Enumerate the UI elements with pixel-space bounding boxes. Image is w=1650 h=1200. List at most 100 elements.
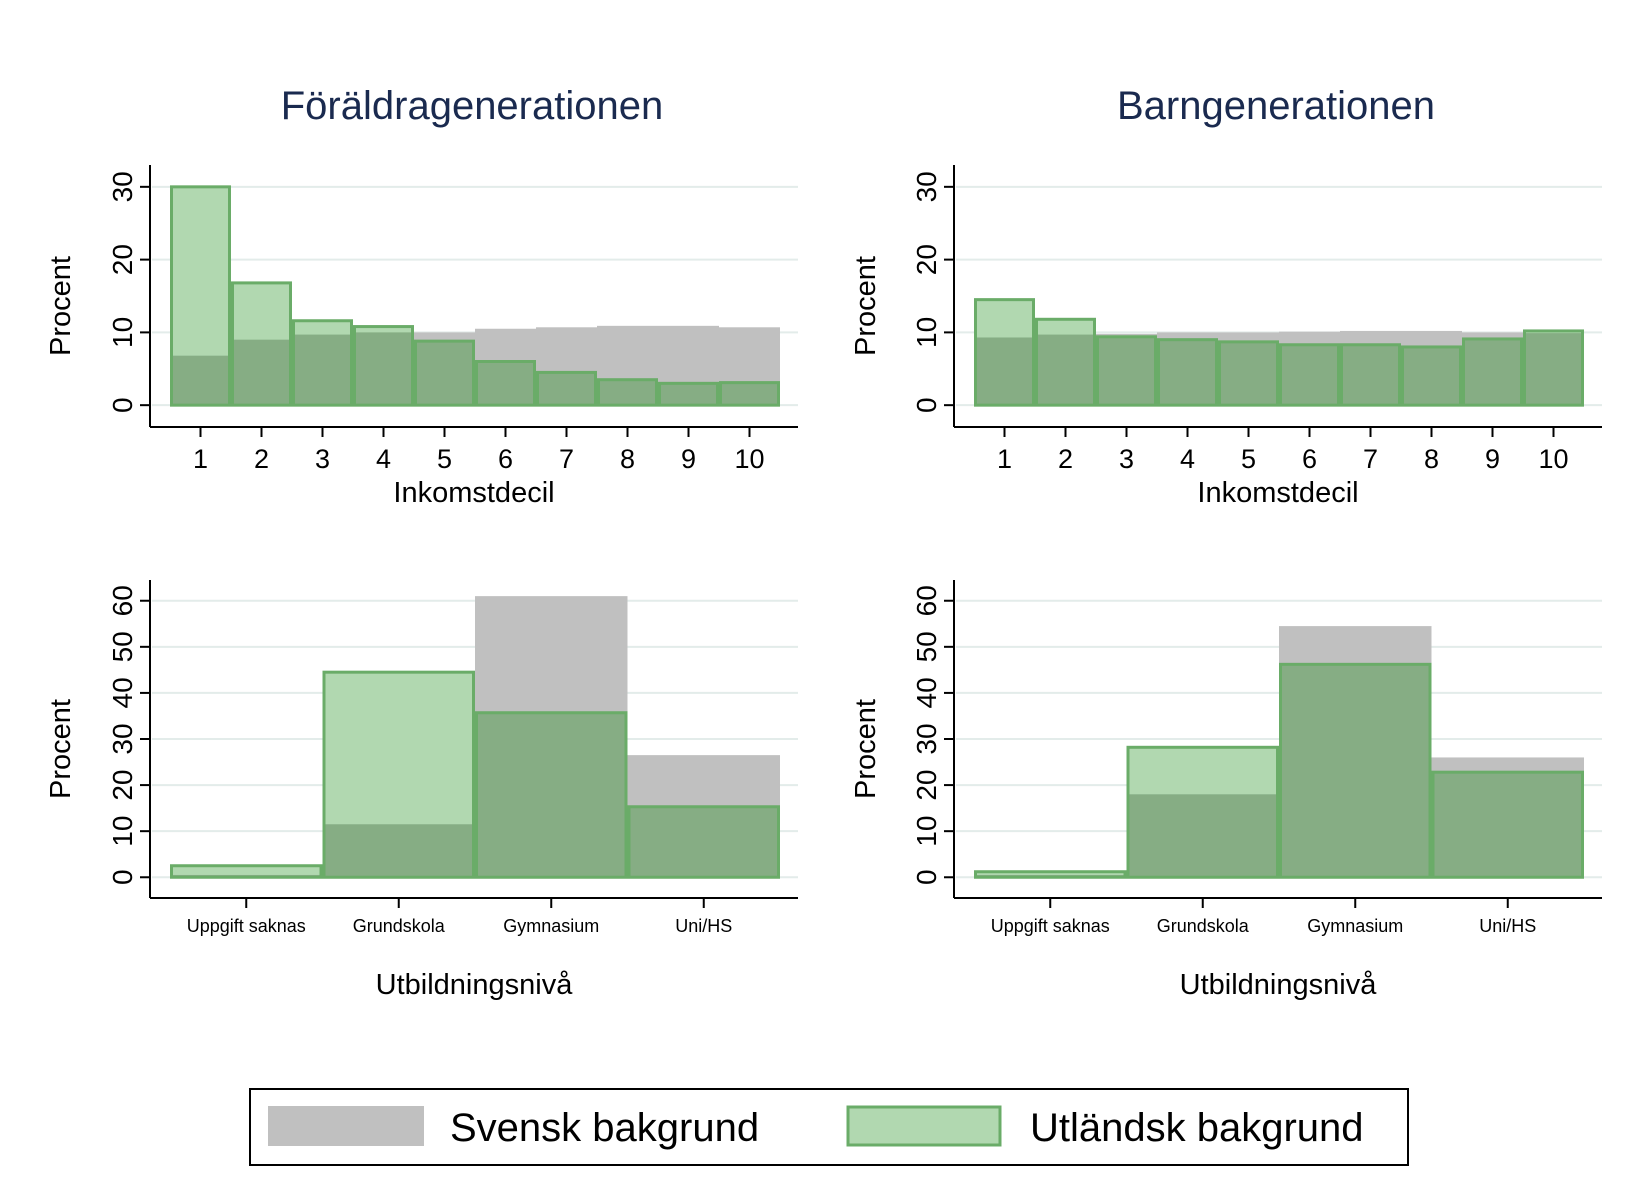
bar-utlandsk-outline bbox=[536, 370, 597, 407]
y-tick-label: 20 bbox=[107, 770, 138, 801]
x-tick-label: 2 bbox=[1058, 444, 1073, 474]
bar-utlandsk-outline bbox=[292, 319, 353, 407]
x-tick-label: Grundskola bbox=[353, 916, 446, 936]
bar-overlap bbox=[170, 355, 231, 406]
x-tick-label: Gymnasium bbox=[503, 916, 599, 936]
bar-overlap bbox=[1035, 334, 1096, 406]
chart-panel-4: 0 10 20 30 40 50 60 Uppgift saknas Grundskola Gym… bbox=[850, 580, 1602, 1001]
bar-utlandsk-outline bbox=[627, 805, 780, 879]
y-tick-label: 60 bbox=[107, 585, 138, 616]
bar-utlandsk-outline bbox=[353, 325, 414, 407]
x-tick-label: 7 bbox=[1363, 444, 1378, 474]
x-tick-label: 8 bbox=[1424, 444, 1439, 474]
y-tick-label: 30 bbox=[911, 723, 942, 754]
x-axis-label: Inkomstdecil bbox=[1197, 477, 1358, 509]
bar-overlap bbox=[292, 334, 353, 406]
bar-overlap bbox=[1462, 338, 1523, 406]
bar-utlandsk-outline bbox=[1523, 329, 1584, 407]
chart-panel-3: 0 10 20 30 40 50 60 Uppgift saknas Grundskola Gym… bbox=[45, 580, 798, 1001]
y-axis-label: Procent bbox=[45, 256, 77, 356]
x-tick-label: 1 bbox=[997, 444, 1012, 474]
bar-utlandsk-outline bbox=[1126, 745, 1279, 879]
bar-overlap bbox=[658, 383, 719, 406]
x-tick-label: Uni/HS bbox=[1479, 916, 1536, 936]
bar-overlap bbox=[1126, 794, 1279, 878]
y-tick-label: 10 bbox=[911, 816, 942, 847]
bar-overlap bbox=[1340, 344, 1401, 406]
bar-utlandsk-outline bbox=[1279, 343, 1340, 407]
y-tick-label: 40 bbox=[911, 677, 942, 708]
bar-utlandsk-outline bbox=[974, 298, 1035, 407]
bar-overlap bbox=[1279, 664, 1432, 878]
x-axis-label: Inkomstdecil bbox=[393, 477, 554, 509]
chart-panel-2: 0 10 20 30 1 2 3 4 5 6 7 8 9 10 Inkomstdecil Procent bbox=[850, 165, 1602, 509]
bar-utlandsk-outline bbox=[1279, 662, 1432, 879]
legend-label-svensk: Svensk bakgrund bbox=[450, 1106, 759, 1150]
y-tick-label: 30 bbox=[107, 723, 138, 754]
y-tick-label: 0 bbox=[107, 397, 138, 413]
bar-utlandsk-outline bbox=[475, 711, 628, 879]
bar-utlandsk-outline bbox=[170, 864, 323, 879]
y-axis-label: Procent bbox=[45, 699, 77, 799]
x-tick-label: 5 bbox=[1241, 444, 1256, 474]
legend-label-utlandsk: Utländsk bakgrund bbox=[1030, 1106, 1364, 1150]
y-tick-label: 20 bbox=[107, 244, 138, 275]
bar-utlandsk-outline bbox=[658, 381, 719, 407]
legend-swatch-utlandsk bbox=[846, 1105, 1002, 1147]
x-tick-label: Uppgift saknas bbox=[187, 916, 306, 936]
y-tick-label: 20 bbox=[911, 770, 942, 801]
bar-utlandsk-outline bbox=[1340, 343, 1401, 407]
y-tick-label: 60 bbox=[911, 585, 942, 616]
x-tick-label: 8 bbox=[620, 444, 635, 474]
x-tick-label: 3 bbox=[1119, 444, 1134, 474]
x-tick-label: 3 bbox=[315, 444, 330, 474]
y-tick-label: 30 bbox=[107, 171, 138, 202]
bar-utlandsk bbox=[974, 871, 1127, 878]
column-title-parents: Föräldragenerationen bbox=[281, 84, 663, 128]
x-axis-label: Utbildningsnivå bbox=[1180, 969, 1378, 1001]
x-tick-label: Uni/HS bbox=[675, 916, 732, 936]
bar-utlandsk bbox=[170, 865, 323, 878]
chart-panel-1: 0 10 20 30 1 2 3 4 5 6 7 8 9 10 Inkomstdecil Procent bbox=[45, 165, 798, 509]
bar-overlap bbox=[1279, 344, 1340, 406]
y-tick-label: 30 bbox=[911, 171, 942, 202]
bar-overlap bbox=[1523, 333, 1584, 406]
bar-utlandsk-outline bbox=[322, 670, 475, 879]
bar-overlap bbox=[627, 806, 780, 878]
bar-overlap bbox=[719, 382, 780, 406]
legend: Svensk bakgrund Utländsk bakgrund bbox=[249, 1088, 1409, 1166]
bar-overlap bbox=[475, 361, 536, 406]
x-tick-label: 10 bbox=[734, 444, 764, 474]
bar-overlap bbox=[1157, 339, 1218, 406]
x-tick-label: 7 bbox=[559, 444, 574, 474]
column-title-children: Barngenerationen bbox=[1117, 84, 1435, 128]
bar-utlandsk-outline bbox=[1401, 345, 1462, 407]
x-tick-label: 4 bbox=[376, 444, 391, 474]
bar-overlap bbox=[475, 712, 628, 878]
y-tick-label: 50 bbox=[911, 631, 942, 662]
bar-overlap bbox=[353, 332, 414, 406]
bar-utlandsk-outline bbox=[475, 360, 536, 407]
y-tick-label: 50 bbox=[107, 631, 138, 662]
bar-utlandsk-outline bbox=[1035, 317, 1096, 407]
x-tick-label: Uppgift saknas bbox=[991, 916, 1110, 936]
bar-overlap bbox=[1431, 772, 1584, 878]
y-tick-label: 0 bbox=[911, 397, 942, 413]
x-tick-label: Grundskola bbox=[1157, 916, 1250, 936]
bar-utlandsk-outline bbox=[974, 870, 1127, 879]
x-tick-label: 4 bbox=[1180, 444, 1195, 474]
bar-overlap bbox=[597, 379, 658, 406]
bar-utlandsk-outline bbox=[1096, 335, 1157, 407]
x-tick-label: 1 bbox=[193, 444, 208, 474]
y-tick-label: 0 bbox=[107, 869, 138, 885]
bar-utlandsk-outline bbox=[1462, 337, 1523, 407]
x-tick-label: 10 bbox=[1538, 444, 1568, 474]
bar-overlap bbox=[1218, 341, 1279, 406]
bar-overlap bbox=[1401, 346, 1462, 406]
x-tick-label: 6 bbox=[498, 444, 513, 474]
legend-frame bbox=[249, 1088, 1409, 1166]
x-axis-label: Utbildningsnivå bbox=[376, 969, 574, 1001]
bar-utlandsk-outline bbox=[1157, 338, 1218, 407]
x-tick-label: 2 bbox=[254, 444, 269, 474]
